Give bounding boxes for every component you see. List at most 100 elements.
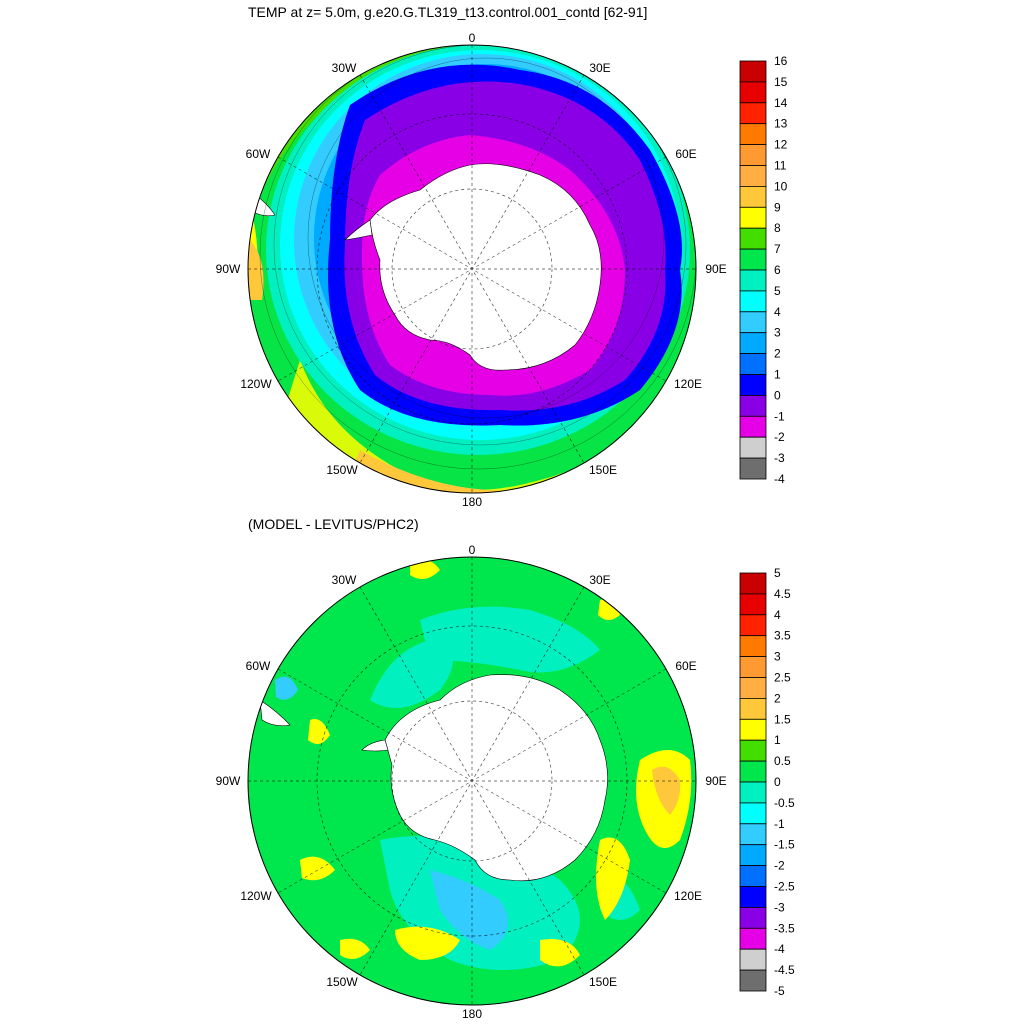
colorbar-tick-label: -2 — [774, 859, 785, 873]
colorbar-box — [739, 60, 767, 83]
lon-label-60e: 60E — [675, 147, 696, 161]
colorbar-tick-label: -4 — [774, 942, 785, 956]
graticule — [248, 557, 696, 1005]
colorbar-box — [739, 718, 767, 741]
colorbar-tick-label: 10 — [774, 179, 788, 193]
lon-label-120e: 120E — [674, 889, 702, 903]
lon-label-30w: 30W — [332, 573, 357, 587]
colorbar: 5 4.5 4 3.5 3 2.5 2 1.5 1 0.5 0 -0.5 -1 -1.5 -2 -2.5 -3 -… — [739, 566, 795, 998]
colorbar-tick-label: 3.5 — [774, 629, 791, 643]
colorbar-tick-label: -5 — [774, 984, 785, 998]
difference-map-panel: (MODEL - LEVITUS/PHC2) — [216, 516, 795, 1021]
colorbar-box — [739, 907, 767, 929]
colorbar-box — [739, 614, 767, 637]
colorbar-box — [739, 394, 767, 417]
colorbar-box — [739, 102, 767, 125]
colorbar-box — [739, 802, 767, 825]
lon-label-90w: 90W — [216, 262, 241, 276]
colorbar-box — [739, 269, 767, 292]
lon-label-60e: 60E — [675, 659, 696, 673]
lon-label-90e: 90E — [705, 262, 726, 276]
colorbar-box — [739, 332, 767, 355]
colorbar-box — [739, 844, 767, 867]
lon-label-0: 0 — [469, 31, 476, 45]
colorbar-tick-label: 2.5 — [774, 671, 791, 685]
lon-label-180: 180 — [462, 495, 482, 509]
colorbar-tick-label: -4 — [774, 472, 785, 486]
colorbar-tick-label: 0.5 — [774, 754, 791, 768]
colorbar-tick-label: 6 — [774, 263, 781, 277]
colorbar-box — [739, 144, 767, 166]
colorbar-tick-label: -2.5 — [774, 880, 795, 894]
colorbar-tick-label: -4.5 — [774, 963, 795, 977]
colorbar-box — [739, 311, 767, 334]
colorbar-box — [739, 886, 767, 908]
colorbar-box — [739, 185, 767, 208]
lon-label-150e: 150E — [589, 975, 617, 989]
colorbar-tick-label: 15 — [774, 75, 788, 89]
lon-label-150e: 150E — [589, 463, 617, 477]
colorbar-tick-label: 7 — [774, 242, 781, 256]
colorbar-tick-label: 4.5 — [774, 587, 791, 601]
colorbar-box — [739, 698, 767, 720]
colorbar-box — [739, 353, 767, 375]
map-boundary — [247, 44, 697, 494]
colorbar-box — [739, 656, 767, 678]
colorbar-box — [739, 165, 767, 187]
colorbar-tick-label: 16 — [774, 54, 788, 68]
colorbar-box — [739, 823, 767, 846]
colorbar-tick-label: 12 — [774, 138, 788, 152]
colorbar-tick-label: -3 — [774, 900, 785, 914]
colorbar-box — [739, 206, 767, 229]
colorbar-tick-label: -3 — [774, 451, 785, 465]
lon-label-90w: 90W — [216, 774, 241, 788]
colorbar-tick-label: -1.5 — [774, 838, 795, 852]
lon-label-30e: 30E — [589, 61, 610, 75]
colorbar-tick-label: 8 — [774, 221, 781, 235]
panel-title: TEMP at z= 5.0m, g.e20.G.TL319_t13.contr… — [248, 4, 647, 20]
colorbar-box — [739, 123, 767, 145]
lon-label-150w: 150W — [326, 975, 358, 989]
lon-label-30w: 30W — [332, 61, 357, 75]
colorbar-box — [739, 457, 767, 480]
lon-label-180: 180 — [462, 1007, 482, 1021]
colorbar-box — [739, 635, 767, 658]
graticule — [248, 45, 696, 493]
colorbar-tick-label: 5 — [774, 284, 781, 298]
colorbar-tick-label: 1 — [774, 733, 781, 747]
colorbar-tick-label: 9 — [774, 200, 781, 214]
lon-label-120w: 120W — [240, 377, 272, 391]
longitude-labels: 0 30E 60E 90E 120E 150E 180 150W 120W 90… — [216, 31, 727, 509]
lon-label-120e: 120E — [674, 377, 702, 391]
colorbar-tick-label: 2 — [774, 691, 781, 705]
colorbar-box — [739, 948, 767, 971]
lon-label-30e: 30E — [589, 573, 610, 587]
colorbar-tick-label: 3 — [774, 326, 781, 340]
colorbar-tick-label: -2 — [774, 430, 785, 444]
colorbar-tick-label: 11 — [774, 159, 787, 173]
colorbar-tick-label: -1 — [774, 409, 785, 423]
lon-label-150w: 150W — [326, 463, 358, 477]
panel-title: (MODEL - LEVITUS/PHC2) — [248, 516, 419, 532]
colorbar-box — [739, 677, 767, 699]
lon-label-60w: 60W — [246, 147, 271, 161]
lon-label-90e: 90E — [705, 774, 726, 788]
colorbar-box — [739, 927, 767, 950]
lon-label-60w: 60W — [246, 659, 271, 673]
colorbar-box — [739, 739, 767, 762]
map-boundary — [247, 556, 697, 1006]
colorbar-box — [739, 572, 767, 595]
colorbar-box — [739, 227, 767, 250]
colorbar-box — [739, 593, 767, 616]
colorbar-box — [739, 969, 767, 992]
colorbar-tick-label: 3 — [774, 650, 781, 664]
colorbar-tick-label: -3.5 — [774, 921, 795, 935]
colorbar-box — [739, 290, 767, 313]
lon-label-120w: 120W — [240, 889, 272, 903]
colorbar-tick-label: 5 — [774, 566, 781, 580]
colorbar-tick-label: 13 — [774, 117, 788, 131]
colorbar-box — [739, 760, 767, 783]
colorbar-tick-label: 1.5 — [774, 712, 791, 726]
